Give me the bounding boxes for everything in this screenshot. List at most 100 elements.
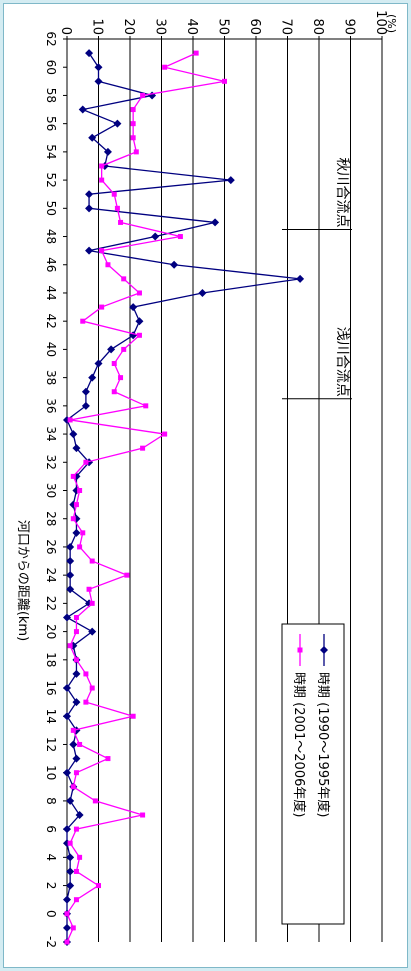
x-tick-label: 28 [44, 511, 58, 526]
x-tick-label: 8 [44, 797, 58, 805]
data-point [99, 177, 105, 183]
data-point [63, 712, 71, 721]
data-point [72, 698, 81, 707]
data-point [72, 754, 81, 763]
data-point [63, 684, 71, 693]
x-tick-label: 4 [44, 854, 58, 862]
data-point [86, 586, 92, 592]
data-point [135, 317, 144, 326]
data-point [162, 64, 168, 70]
data-point [114, 205, 120, 211]
data-point [77, 854, 83, 860]
data-point [77, 741, 83, 747]
data-point [130, 135, 136, 141]
data-point [130, 121, 136, 127]
data-point [89, 600, 95, 606]
data-point [66, 867, 75, 876]
data-point [73, 657, 79, 663]
data-point [69, 430, 78, 439]
data-point [75, 811, 84, 820]
data-point [89, 685, 95, 691]
data-point [78, 105, 87, 114]
x-tick-label: 36 [44, 398, 58, 413]
data-point [67, 643, 73, 649]
data-point [140, 92, 146, 98]
data-point [121, 346, 127, 352]
data-point [80, 530, 86, 536]
data-point [198, 288, 207, 297]
data-point [99, 163, 105, 169]
legend-label: 時期 (1990～1995年度) [315, 672, 331, 817]
data-point [162, 431, 168, 437]
data-point [133, 149, 139, 155]
data-point [177, 234, 183, 240]
data-point [130, 713, 136, 719]
data-point [103, 147, 112, 156]
data-point [70, 784, 76, 790]
y-axis-label: (%) [385, 14, 398, 33]
data-point [66, 571, 75, 580]
data-point [111, 389, 117, 395]
y-tick-label: 10 [90, 18, 105, 35]
data-point [66, 881, 75, 890]
data-point [148, 91, 157, 100]
data-point [92, 798, 98, 804]
data-point [170, 260, 179, 269]
data-point [63, 768, 71, 777]
data-point [136, 332, 142, 338]
x-tick-label: 56 [44, 116, 58, 131]
data-point [63, 895, 71, 904]
x-tick-label: 14 [44, 709, 58, 724]
data-point [73, 868, 79, 874]
data-point [118, 375, 124, 381]
x-tick-label: 32 [44, 455, 58, 470]
data-point [73, 826, 79, 832]
data-point [193, 50, 199, 56]
x-tick-label: 52 [44, 172, 58, 187]
x-tick-label: 24 [44, 568, 58, 583]
x-axis-label: 河口からの距離(km) [15, 520, 30, 641]
data-point [70, 516, 76, 522]
x-tick-label: 42 [44, 314, 58, 329]
data-point [66, 796, 75, 805]
data-point [80, 318, 86, 324]
x-tick-label: 20 [44, 624, 58, 639]
data-point [211, 218, 220, 227]
confluence-annotation: 浅川合流点 [334, 327, 350, 397]
x-tick-label: 12 [44, 737, 58, 752]
data-point [81, 401, 90, 410]
y-tick-label: 0 [58, 27, 73, 35]
data-point [88, 133, 97, 142]
data-point [69, 740, 78, 749]
x-tick-label: 44 [44, 285, 58, 300]
data-point [226, 176, 235, 185]
x-tick-label: 48 [44, 229, 58, 244]
legend-label: 時期 (2001～2006年度) [291, 672, 307, 817]
data-point [77, 544, 83, 550]
data-point [66, 557, 75, 566]
data-point [111, 361, 117, 367]
data-point [67, 417, 73, 423]
line-chart: 0 10 20 30 40 50 60 70 80 90 100(%)626058565452504… [15, 10, 398, 948]
data-point [130, 107, 136, 113]
x-tick-label: 62 [44, 31, 58, 46]
data-point [66, 853, 75, 862]
data-point [72, 669, 81, 678]
data-point [73, 614, 79, 620]
data-point [129, 303, 138, 312]
x-tick-label: 50 [44, 201, 58, 216]
x-tick-label: 58 [44, 88, 58, 103]
x-tick-label: 40 [44, 342, 58, 357]
x-tick-label: 0 [44, 910, 58, 918]
data-point [99, 248, 105, 254]
data-point [105, 262, 111, 268]
data-point [70, 727, 76, 733]
confluence-annotation: 秋川合流点 [334, 157, 350, 227]
data-point [73, 629, 79, 635]
data-point [96, 883, 101, 889]
data-point [296, 274, 305, 283]
data-point [83, 699, 89, 705]
data-point [85, 190, 94, 199]
data-point [121, 276, 127, 282]
x-tick-label: 26 [44, 539, 58, 554]
